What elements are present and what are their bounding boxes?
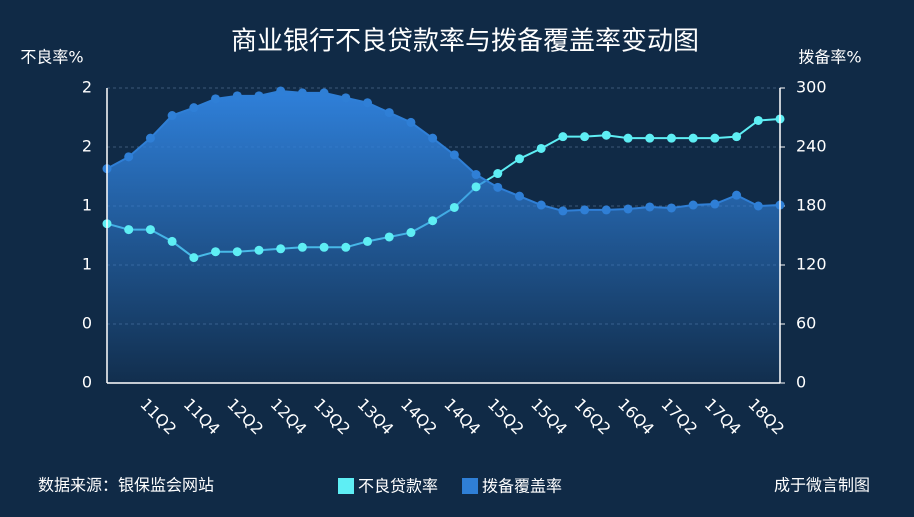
- point: [493, 182, 503, 192]
- y-tick-label: 0: [82, 314, 92, 333]
- point: [232, 91, 242, 101]
- point: [645, 133, 655, 143]
- point: [601, 205, 611, 215]
- credit-note: 成于微言制图: [774, 476, 870, 495]
- point: [449, 150, 459, 160]
- point: [753, 115, 763, 125]
- legend-swatch: [462, 478, 479, 494]
- point: [514, 154, 524, 164]
- y2-axis-title: 拨备率%: [798, 48, 861, 67]
- point: [471, 170, 481, 180]
- point: [363, 236, 373, 246]
- point: [732, 132, 742, 142]
- point: [428, 216, 438, 226]
- y2-tick-label: 180: [796, 196, 827, 215]
- y-tick-label: 2: [82, 78, 92, 97]
- point: [536, 200, 546, 210]
- point: [753, 201, 763, 211]
- point: [580, 205, 590, 215]
- y-tick-label: 0: [82, 373, 92, 392]
- point: [710, 199, 720, 209]
- point: [319, 88, 329, 98]
- point: [428, 133, 438, 143]
- point: [493, 169, 503, 179]
- point: [710, 133, 720, 143]
- point: [558, 132, 568, 142]
- point: [384, 232, 394, 242]
- point: [189, 253, 199, 263]
- point: [688, 133, 698, 143]
- point: [232, 247, 242, 257]
- point: [406, 228, 416, 238]
- y-axis-title: 不良率%: [20, 48, 83, 67]
- point: [211, 247, 221, 257]
- point: [406, 117, 416, 127]
- y-tick-label: 1: [82, 196, 92, 215]
- point: [580, 132, 590, 142]
- point: [384, 108, 394, 118]
- point: [623, 204, 633, 214]
- point: [666, 133, 676, 143]
- point: [254, 245, 264, 255]
- y2-tick-label: 60: [796, 314, 816, 333]
- point: [276, 86, 286, 96]
- point: [601, 130, 611, 140]
- point: [471, 182, 481, 192]
- point: [319, 242, 329, 252]
- point: [211, 94, 221, 104]
- point: [732, 190, 742, 200]
- point: [514, 191, 524, 201]
- legend: 不良贷款率 拨备覆盖率: [338, 477, 562, 496]
- point: [254, 91, 264, 101]
- legend-label: 不良贷款率: [358, 477, 438, 496]
- point: [341, 242, 351, 252]
- y2-tick-label: 300: [796, 78, 827, 97]
- legend-swatch: [338, 478, 354, 494]
- point: [167, 236, 177, 246]
- point: [297, 242, 307, 252]
- point: [124, 152, 134, 162]
- point: [558, 206, 568, 216]
- point: [449, 202, 459, 212]
- point: [145, 225, 155, 235]
- point: [623, 133, 633, 143]
- y2-tick-label: 0: [796, 373, 806, 392]
- area: [107, 90, 780, 383]
- chart-title: 商业银行不良贷款率与拨备覆盖率变动图: [231, 27, 699, 57]
- point: [536, 143, 546, 153]
- point: [645, 202, 655, 212]
- point: [167, 111, 177, 121]
- y2-tick-label: 240: [796, 137, 827, 156]
- point: [297, 88, 307, 98]
- y-tick-label: 2: [82, 137, 92, 156]
- point: [363, 98, 373, 108]
- point: [276, 244, 286, 254]
- point: [688, 200, 698, 210]
- source-note: 数据来源：银保监会网站: [38, 476, 214, 495]
- point: [341, 93, 351, 103]
- point: [189, 103, 199, 113]
- point: [666, 203, 676, 213]
- point: [145, 133, 155, 143]
- y-tick-label: 1: [82, 255, 92, 274]
- legend-label: 拨备覆盖率: [482, 477, 562, 496]
- point: [124, 225, 134, 235]
- y2-tick-label: 120: [796, 255, 827, 274]
